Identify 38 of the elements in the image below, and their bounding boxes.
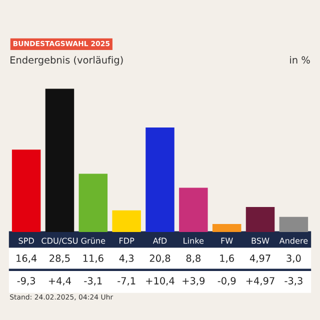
x-tick-label: BSW [252,238,270,244]
bar [279,216,308,232]
text: +10,4 [146,277,174,286]
text: -0,9 [218,277,236,286]
bar [146,127,174,232]
x-tick-label: Linke [184,238,204,244]
bar [246,207,275,232]
data-label: 11,6 [83,254,104,263]
data-label: 16,4 [16,254,37,263]
text: +3,9 [182,277,205,286]
data-label: 4,3 [119,254,134,263]
y-axis-title: in % [290,56,310,64]
bar [12,150,41,232]
bar [112,210,141,232]
x-tick-label: FDP [120,238,134,244]
x-tick-label: SPD [18,238,34,244]
x-tick-label: Grüne [81,238,106,244]
data-label: 3,0 [286,254,301,263]
text: +4,4 [48,277,71,286]
bar [212,224,242,232]
data-label: 28,5 [50,254,70,263]
data-label: 4,97 [250,254,270,263]
x-tick-label: AfD [152,238,167,244]
x-tick-label: CDU/CSU [42,238,78,244]
text: +4,97 [246,277,274,286]
x-tick-label: FW [221,238,233,244]
bar [45,88,74,232]
bar [179,188,208,232]
bar [78,174,108,232]
chart-subtitle: Endergebnis (vorläufig) [10,56,123,66]
data-label: 8,8 [186,254,200,263]
text: -7,1 [118,277,136,286]
data-label: 20,8 [150,254,170,263]
text: -9,3 [17,277,36,286]
text: -3,3 [284,277,302,286]
x-tick-label: Andere [279,238,308,244]
text: -3,1 [84,277,102,286]
data-label: 1,6 [220,254,234,263]
